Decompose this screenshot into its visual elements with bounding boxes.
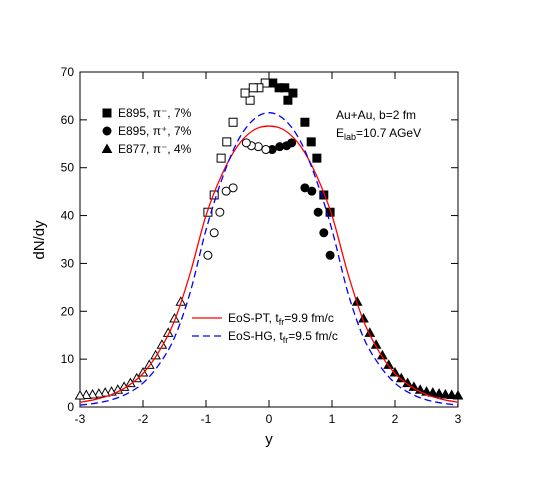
plot-frame	[79, 71, 459, 408]
triangle-marker	[156, 339, 168, 349]
triangle-marker	[137, 367, 149, 377]
legend-label-part: =9.9 fm/c	[284, 311, 334, 325]
model-curve	[79, 125, 459, 403]
triangle-marker	[150, 349, 161, 360]
x-tick-label: 2	[392, 412, 399, 426]
legend-label-part: fr	[283, 335, 289, 345]
y-tick-label: 30	[61, 256, 75, 270]
legend-label: E895, π⁺, 7%	[118, 124, 192, 138]
triangle-marker	[74, 389, 86, 400]
square-marker	[245, 95, 255, 105]
square-marker	[260, 78, 270, 88]
triangle-marker	[162, 327, 174, 337]
square-marker	[306, 137, 316, 147]
circle-marker	[287, 138, 297, 148]
triangle-marker	[93, 388, 105, 398]
x-tick-label: -3	[75, 412, 86, 426]
circle-marker	[215, 207, 225, 217]
y-tick-label: 20	[61, 304, 75, 318]
triangle-marker	[446, 389, 458, 400]
annotation: Au+Au, b=2 fm	[336, 108, 416, 122]
square-marker	[240, 88, 250, 98]
square-marker	[248, 83, 258, 93]
legend-marker	[102, 126, 112, 136]
x-tick-label: -1	[201, 412, 212, 426]
triangle-marker	[377, 349, 388, 360]
annotation-part: lab	[344, 132, 356, 142]
legend-label: EoS-PT, tfr=9.9 fm/c	[228, 311, 334, 327]
legend-label: EoS-HG, tfr=9.5 fm/c	[228, 329, 338, 345]
square-marker	[228, 117, 238, 127]
annotation-part: E	[336, 126, 344, 140]
square-marker	[288, 88, 298, 98]
triangle-marker	[440, 389, 451, 399]
legend-label-part: EoS-HG, t	[228, 329, 283, 343]
circle-marker	[241, 138, 251, 148]
x-tick-label: 1	[329, 412, 336, 426]
triangle-marker	[143, 359, 155, 369]
legend-label: E877, π⁻, 4%	[118, 142, 192, 156]
square-marker	[300, 117, 310, 127]
circle-marker	[325, 250, 335, 260]
triangle-marker	[364, 327, 376, 337]
triangle-marker	[370, 339, 382, 349]
square-marker	[216, 153, 226, 163]
y-tick-label: 10	[61, 352, 75, 366]
circle-marker	[313, 207, 323, 217]
legend-label-part: fr	[279, 317, 285, 327]
legend-marker	[102, 108, 112, 118]
y-tick-label: 40	[61, 209, 75, 223]
legend-label: E895, π⁻, 7%	[118, 106, 192, 120]
circle-marker	[203, 250, 213, 260]
model-curve	[79, 112, 459, 406]
square-marker	[312, 153, 322, 163]
circle-marker	[221, 186, 231, 196]
square-marker	[283, 95, 293, 105]
x-tick-label: 3	[455, 412, 462, 426]
triangle-marker	[452, 389, 464, 400]
y-axis-label: dN/dy	[31, 220, 48, 260]
square-marker	[280, 83, 290, 93]
legend-label-part: =9.5 fm/c	[288, 329, 338, 343]
square-marker	[222, 137, 232, 147]
x-axis-label: y	[265, 431, 273, 448]
circle-marker	[209, 228, 219, 238]
circle-marker	[307, 186, 317, 196]
legend-marker	[101, 143, 113, 153]
triangle-marker	[383, 359, 395, 369]
circle-marker	[319, 228, 329, 238]
annotation-part: Au+Au, b=2 fm	[336, 108, 416, 122]
y-tick-label: 60	[61, 113, 75, 127]
y-tick-label: 70	[61, 65, 75, 79]
y-tick-label: 50	[61, 161, 75, 175]
annotation-part: =10.7 AGeV	[356, 126, 421, 140]
triangle-marker	[80, 389, 92, 400]
triangle-marker	[433, 388, 445, 398]
circle-marker	[261, 145, 271, 155]
triangle-marker	[87, 389, 98, 399]
y-tick-label: 0	[67, 400, 74, 414]
legend-label-part: EoS-PT, t	[228, 311, 279, 325]
triangle-marker	[389, 367, 401, 377]
x-tick-label: 0	[266, 412, 273, 426]
annotation: Elab=10.7 AGeV	[336, 126, 421, 142]
x-tick-label: -2	[138, 412, 149, 426]
